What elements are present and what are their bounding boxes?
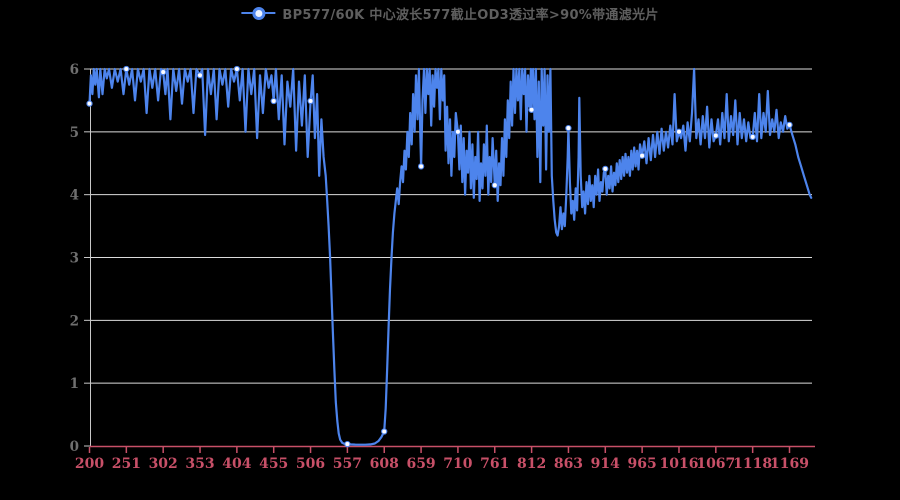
data-point-marker [528, 106, 535, 113]
data-point-marker [123, 65, 130, 73]
x-tick-label: 761 [480, 456, 509, 472]
data-point-marker [417, 163, 425, 170]
legend-line-marker-icon [241, 6, 276, 20]
data-point-marker [86, 100, 93, 107]
data-point-marker [270, 97, 277, 105]
y-tick-label: 0 [70, 439, 79, 455]
series-markers [86, 65, 793, 448]
y-tick-label: 5 [70, 125, 79, 141]
x-tick-label: 812 [517, 456, 546, 472]
x-tick-label: 1016 [659, 456, 698, 472]
legend-label: BP577/60K 中心波长577截止OD3透过率>90%带通滤光片 [282, 7, 659, 23]
data-point-marker [749, 133, 756, 141]
x-tick-label: 965 [628, 456, 657, 472]
x-tick-label: 251 [112, 456, 141, 472]
x-tick-label: 404 [222, 456, 251, 472]
x-tick-label: 914 [591, 456, 620, 472]
data-point-marker [307, 97, 314, 105]
x-tick-label: 557 [333, 456, 362, 472]
x-tick-label: 455 [259, 456, 288, 472]
x-tick-label: 302 [149, 456, 178, 472]
data-point-marker [344, 440, 351, 448]
data-point-marker [196, 72, 204, 79]
data-point-marker [160, 68, 167, 76]
x-tick-label: 200 [75, 456, 104, 472]
x-tick-label: 1169 [770, 456, 809, 472]
x-tick-label: 1118 [733, 456, 772, 472]
x-tick-label: 1067 [696, 456, 735, 472]
data-point-marker [675, 128, 683, 135]
y-tick-label: 6 [70, 62, 79, 78]
y-tick-label: 4 [70, 188, 79, 204]
data-point-marker [565, 124, 572, 132]
y-axis: 0 1 2 3 4 5 6 [70, 62, 91, 455]
data-point-marker [381, 428, 388, 435]
series-line [88, 67, 813, 446]
chart-legend[interactable]: BP577/60K 中心波长577截止OD3透过率>90%带通滤光片 [241, 3, 658, 23]
y-tick-label: 2 [70, 313, 79, 329]
x-tick-label: 608 [370, 456, 399, 472]
data-point-marker [786, 121, 793, 129]
y-tick-label: 3 [70, 251, 79, 267]
x-tick-label: 353 [185, 456, 214, 472]
x-tick-label: 863 [554, 456, 583, 472]
x-tick-label: 659 [406, 456, 435, 472]
data-point-marker [233, 65, 241, 73]
data-point-marker [712, 132, 719, 139]
data-point-marker [491, 182, 498, 189]
y-tick-label: 1 [70, 376, 79, 392]
x-axis: 200 251 302 353 404 455 506 557 608 659 710 761 812 8… [75, 445, 815, 472]
gridlines [90, 68, 812, 384]
data-point-marker [602, 165, 609, 173]
data-point-marker [454, 128, 462, 135]
x-tick-label: 506 [296, 456, 325, 472]
x-tick-label: 710 [443, 456, 472, 472]
data-point-marker [638, 152, 646, 159]
